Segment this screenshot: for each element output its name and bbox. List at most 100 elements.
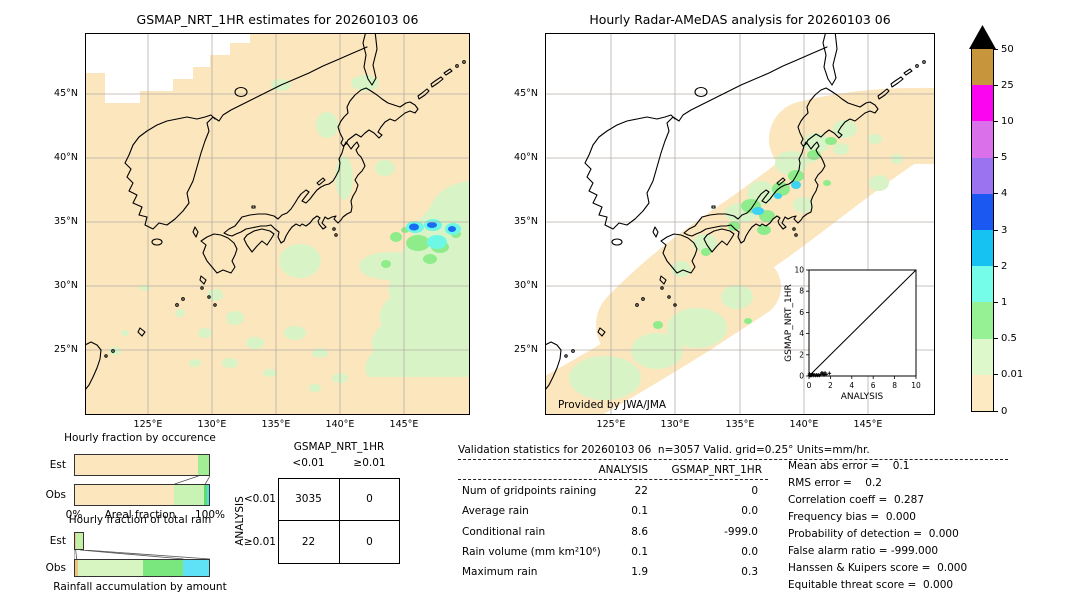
gsmap-frame xyxy=(85,33,470,415)
radar-rain-medium-patches xyxy=(653,137,837,329)
validation-row-label: Num of gridpoints raining xyxy=(462,485,597,497)
colorbar-tick-label: 10 xyxy=(1001,115,1014,127)
svg-text:4: 4 xyxy=(849,381,854,390)
bar-segment xyxy=(76,533,84,549)
occurrence-x-left-label: 0% xyxy=(65,509,83,521)
contingency-col-label-0: <0.01 xyxy=(292,457,325,469)
bar-segment xyxy=(75,560,78,576)
bar-segment xyxy=(182,560,209,576)
svg-text:10: 10 xyxy=(911,381,921,390)
gsmap-rain-intense-cores xyxy=(409,222,456,232)
radar-rain-light-patches xyxy=(569,120,903,400)
contingency-cell-00: 3035 xyxy=(295,493,322,505)
colorbar-overflow-arrow xyxy=(969,25,996,49)
lon-tick-label: 125°E xyxy=(133,419,163,430)
svg-text:4: 4 xyxy=(799,329,804,338)
bar-row-label: Obs xyxy=(45,562,66,574)
bar-segment xyxy=(77,560,144,576)
svg-text:2: 2 xyxy=(828,381,833,390)
lon-tick-label: 140°E xyxy=(789,419,819,430)
colorbar-segment xyxy=(972,374,993,411)
contingency-col-group-label: GSMAP_NRT_1HR xyxy=(293,441,385,453)
summary-stat-line: Mean abs error = 0.1 xyxy=(788,460,910,472)
svg-text:8: 8 xyxy=(799,287,804,296)
lon-tick-label: 140°E xyxy=(325,419,355,430)
lat-tick-label: 40°N xyxy=(514,152,538,163)
lat-tick-label: 25°N xyxy=(54,344,78,355)
contingency-row-label-0: <0.01 xyxy=(243,493,276,505)
bar-row-label: Obs xyxy=(45,489,66,501)
svg-text:6: 6 xyxy=(871,381,876,390)
totalrain-chart-title: Hourly fraction of total rain xyxy=(68,514,212,526)
colorbar-segment xyxy=(972,266,993,303)
validation-row-gsmap: 0.0 xyxy=(741,505,758,517)
colorbar-tick-mark xyxy=(993,84,998,86)
gsmap-gridlines xyxy=(85,33,470,415)
validation-row-analysis: 8.6 xyxy=(631,526,648,538)
occurrence-chart-title: Hourly fraction by occurence xyxy=(64,432,216,444)
occurrence-x-right-label: 100% xyxy=(194,509,226,521)
validation-row-label: Maximum rain xyxy=(462,566,538,578)
colorbar-tick-mark xyxy=(993,374,998,376)
colorbar-tick-label: 0 xyxy=(1001,405,1008,417)
inset-scatter: 0 2 4 6 8 10 0 2 4 6 8 10 ANALYSIS GSMAP_NRT_1HR xyxy=(784,266,921,403)
radar-rain-heavy-patches xyxy=(752,181,801,215)
lat-tick-label: 45°N xyxy=(54,88,78,99)
colorbar-tick-mark xyxy=(993,157,998,159)
lon-tick-label: 145°E xyxy=(389,419,419,430)
colorbar-tick-label: 4 xyxy=(1001,188,1008,200)
bar-segment xyxy=(197,455,209,475)
bar-segment xyxy=(75,455,198,475)
validation-title: Validation statistics for 20260103 06 n=… xyxy=(458,444,870,456)
totalrain-x-axis-label: Rainfall accumulation by amount xyxy=(53,581,227,593)
validation-title-divider xyxy=(458,459,1008,460)
validation-row-gsmap: -999.0 xyxy=(724,526,758,538)
summary-stat-line: Frequency bias = 0.000 xyxy=(788,511,916,523)
colorbar-tick-mark xyxy=(993,301,998,303)
colorbar-tick-label: 50 xyxy=(1001,43,1014,55)
svg-text:6: 6 xyxy=(799,308,804,317)
colorbar-tick-label: 25 xyxy=(1001,79,1014,91)
validation-row-analysis: 0.1 xyxy=(631,546,648,558)
svg-text:0: 0 xyxy=(799,372,804,381)
bar-est xyxy=(74,532,85,550)
gsmap-rain-light-patches xyxy=(109,75,470,392)
credit-text: Provided by JWA/JMA xyxy=(558,399,667,411)
colorbar-tick-mark xyxy=(993,193,998,195)
lat-tick-label: 25°N xyxy=(514,344,538,355)
colorbar-segment xyxy=(972,193,993,230)
validation-row-analysis: 22 xyxy=(634,485,648,497)
contingency-cell-11: 0 xyxy=(366,536,373,548)
bar-connectors xyxy=(174,476,210,484)
validation-row-gsmap: 0.3 xyxy=(741,566,758,578)
occurrence-x-axis-label: Areal fraction xyxy=(104,509,176,521)
colorbar-segment xyxy=(972,338,993,375)
validation-row-label: Average rain xyxy=(462,505,529,517)
radar-frame xyxy=(545,33,935,415)
summary-stat-line: False alarm ratio = -999.000 xyxy=(788,545,939,557)
colorbar-tick-label: 3 xyxy=(1001,224,1008,236)
lon-tick-label: 125°E xyxy=(596,419,626,430)
bar-segment xyxy=(174,485,205,505)
lat-tick-label: 45°N xyxy=(514,88,538,99)
bar-row-label: Est xyxy=(49,459,66,471)
svg-text:0: 0 xyxy=(807,381,812,390)
validation-row-analysis: 0.1 xyxy=(631,505,648,517)
bar-row-label: Est xyxy=(49,535,66,547)
svg-text:2: 2 xyxy=(799,350,804,359)
colorbar-tick-label: 0.01 xyxy=(1001,369,1024,381)
lon-tick-label: 135°E xyxy=(261,419,291,430)
summary-stat-line: Probability of detection = 0.000 xyxy=(788,528,959,540)
validation-header-divider xyxy=(458,479,768,480)
contingency-hline xyxy=(278,520,400,522)
validation-header-gsmap: GSMAP_NRT_1HR xyxy=(671,464,762,476)
colorbar-tick-mark xyxy=(993,410,998,412)
bar-obs xyxy=(74,484,210,506)
validation-row-gsmap: 0.0 xyxy=(741,546,758,558)
colorbar-segment xyxy=(972,49,993,86)
bar-obs xyxy=(74,559,210,577)
bar-segment xyxy=(143,560,183,576)
inset-x-axis-label: ANALYSIS xyxy=(841,392,884,402)
inset-x-ticks: 0 2 4 6 8 10 xyxy=(807,376,921,390)
colorbar-tick-mark xyxy=(993,338,998,340)
